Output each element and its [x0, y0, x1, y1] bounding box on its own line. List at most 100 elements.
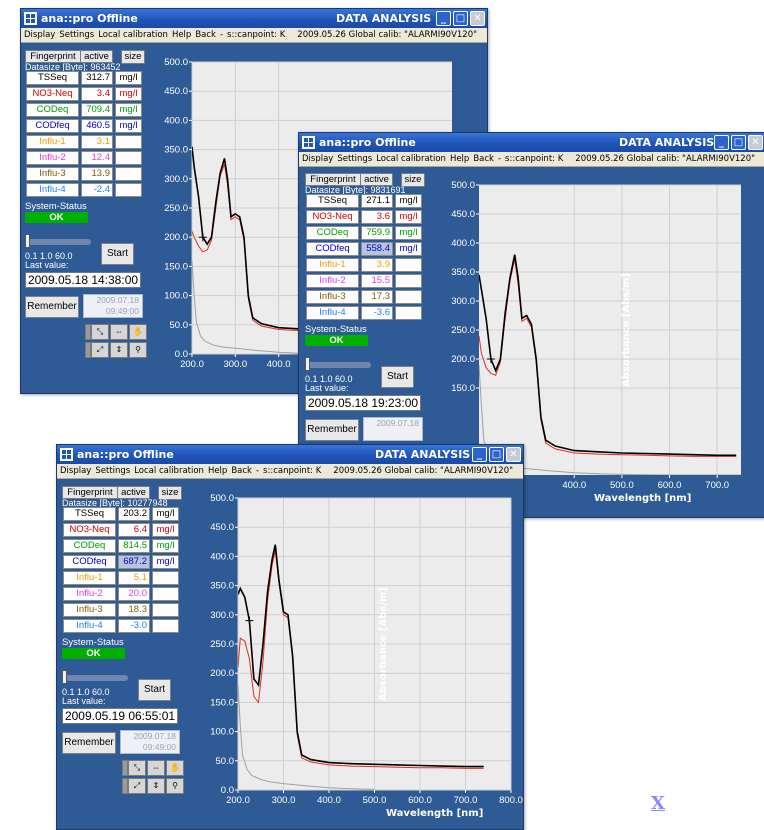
measurement-value[interactable]: 3.6: [361, 210, 393, 224]
menu-settings[interactable]: Settings: [59, 30, 95, 40]
measurement-value[interactable]: 18.3: [118, 603, 150, 617]
measurement-value[interactable]: -2.4: [81, 183, 113, 197]
measurement-value[interactable]: 6.4: [118, 523, 150, 537]
analysis-window-3[interactable]: ana::pro Offline DATA ANALYSIS _ □ ✕ Displ…: [56, 444, 524, 830]
start-button[interactable]: Start: [138, 679, 171, 701]
menu-local-calibration[interactable]: Local calibration: [134, 466, 204, 476]
zoom-x-icon[interactable]: ⇔: [110, 324, 128, 340]
menu-help[interactable]: Help: [207, 466, 228, 476]
size-button[interactable]: size: [158, 486, 182, 500]
cursor-marker[interactable]: [245, 616, 254, 625]
close-icon[interactable]: ✕: [748, 135, 763, 150]
pan-hand-icon[interactable]: ✋: [166, 760, 184, 776]
measurement-value[interactable]: 759.9: [361, 226, 393, 240]
size-button[interactable]: size: [121, 50, 145, 64]
menu-help[interactable]: Help: [171, 30, 192, 40]
measurement-value[interactable]: 13.9: [81, 167, 113, 181]
maximize-icon[interactable]: □: [731, 135, 746, 150]
menu-display[interactable]: Display: [60, 466, 92, 476]
cursor-marker[interactable]: [198, 233, 207, 242]
title-bar[interactable]: ana::pro Offline DATA ANALYSIS _ □ ✕: [57, 445, 523, 464]
fingerprint-button[interactable]: Fingerprint: [305, 173, 361, 186]
magnifier-icon[interactable]: ⚲: [166, 778, 184, 794]
measurement-value[interactable]: 5.1: [118, 571, 150, 585]
title-bar[interactable]: ana::pro Offline DATA ANALYSIS _ □ ✕: [299, 133, 764, 152]
x-tick-label: 600.0: [408, 795, 432, 806]
menu-back[interactable]: Back: [473, 154, 494, 164]
remember-button[interactable]: Remember: [25, 296, 79, 318]
start-button[interactable]: Start: [381, 366, 414, 388]
menu-back[interactable]: Back: [231, 466, 252, 476]
measurement-value[interactable]: -3.6: [361, 306, 393, 320]
measurement-value[interactable]: -3.0: [118, 619, 150, 633]
minimize-icon[interactable]: _: [472, 447, 487, 462]
active-button[interactable]: active: [361, 173, 393, 186]
series-group: [238, 544, 484, 790]
fingerprint-button[interactable]: Fingerprint: [25, 50, 81, 63]
measurement-value[interactable]: 12.4: [81, 151, 113, 165]
menu-local-calibration[interactable]: Local calibration: [376, 154, 446, 164]
fingerprint-button[interactable]: Fingerprint: [62, 486, 118, 499]
menu-help[interactable]: Help: [449, 154, 470, 164]
measurement-value[interactable]: 558.4: [361, 242, 393, 256]
measurement-value[interactable]: 20.0: [118, 587, 150, 601]
measurement-value[interactable]: 312.7: [81, 71, 113, 85]
active-button[interactable]: active: [118, 486, 150, 499]
measurement-value[interactable]: 709.4: [81, 103, 113, 117]
measurement-value[interactable]: 271.1: [361, 194, 393, 208]
menu-settings[interactable]: Settings: [337, 154, 373, 164]
remember-button[interactable]: Remember: [62, 732, 116, 754]
interval-slider[interactable]: [25, 234, 91, 248]
menu-local-calibration[interactable]: Local calibration: [98, 30, 168, 40]
menu-settings[interactable]: Settings: [95, 466, 131, 476]
global-calib-label: 2009.05.26 Global calib: "ALARMI90V120": [297, 30, 478, 40]
maximize-icon[interactable]: □: [489, 447, 504, 462]
analysis-window-2[interactable]: ana::pro Offline DATA ANALYSIS _ □ ✕ Displ…: [298, 132, 764, 518]
zoom-x-icon[interactable]: ⇔: [147, 760, 165, 776]
cursor-marker[interactable]: [486, 355, 495, 363]
pan-hand-icon[interactable]: ✋: [129, 324, 147, 340]
title-bar[interactable]: ana::pro Offline DATA ANALYSIS _ □ ✕: [21, 9, 487, 28]
menu-display[interactable]: Display: [302, 154, 334, 164]
remember-button[interactable]: Remember: [305, 419, 359, 441]
interval-slider[interactable]: [305, 357, 371, 371]
measurement-value[interactable]: 3.4: [81, 87, 113, 101]
last-value-field[interactable]: 2009.05.19 06:55:01: [62, 708, 178, 724]
close-icon[interactable]: ✕: [506, 447, 521, 462]
measurement-value[interactable]: 17.3: [361, 290, 393, 304]
measurement-value[interactable]: 460.5: [81, 119, 113, 133]
size-button[interactable]: size: [401, 173, 425, 187]
menu-display[interactable]: Display: [24, 30, 56, 40]
slider-track[interactable]: [307, 362, 371, 368]
zoom-y-icon[interactable]: ⇕: [147, 778, 165, 794]
measurement-value[interactable]: 814.5: [118, 539, 150, 553]
measurement-value[interactable]: 3.9: [361, 258, 393, 272]
active-button[interactable]: active: [81, 50, 113, 63]
zoom-icon[interactable]: ⤡: [91, 324, 109, 340]
close-icon[interactable]: ✕: [470, 11, 485, 26]
minimize-icon[interactable]: _: [436, 11, 451, 26]
app-icon: [302, 136, 315, 149]
last-value-field[interactable]: 2009.05.18 14:38:00: [25, 272, 141, 288]
magnifier-icon[interactable]: ⚲: [129, 342, 147, 358]
close-link[interactable]: X: [651, 793, 665, 814]
slider-track[interactable]: [27, 239, 91, 245]
measurement-value[interactable]: 203.2: [118, 507, 150, 521]
zoom-y-icon[interactable]: ⇕: [110, 342, 128, 358]
measurement-value[interactable]: 3.1: [81, 135, 113, 149]
slider-thumb[interactable]: [25, 234, 30, 248]
cursor-icon[interactable]: ⤢: [91, 342, 109, 358]
minimize-icon[interactable]: _: [714, 135, 729, 150]
menu-back[interactable]: Back: [195, 30, 216, 40]
maximize-icon[interactable]: □: [453, 11, 468, 26]
cursor-icon[interactable]: ⤢: [128, 778, 146, 794]
start-button[interactable]: Start: [101, 243, 134, 265]
slider-thumb[interactable]: [305, 357, 310, 371]
zoom-icon[interactable]: ⤡: [128, 760, 146, 776]
last-value-field[interactable]: 2009.05.18 19:23:00: [305, 395, 421, 411]
measurement-value[interactable]: 15.5: [361, 274, 393, 288]
slider-thumb[interactable]: [62, 670, 67, 684]
slider-track[interactable]: [64, 675, 128, 681]
interval-slider[interactable]: [62, 670, 128, 684]
measurement-value[interactable]: 687.2: [118, 555, 150, 569]
